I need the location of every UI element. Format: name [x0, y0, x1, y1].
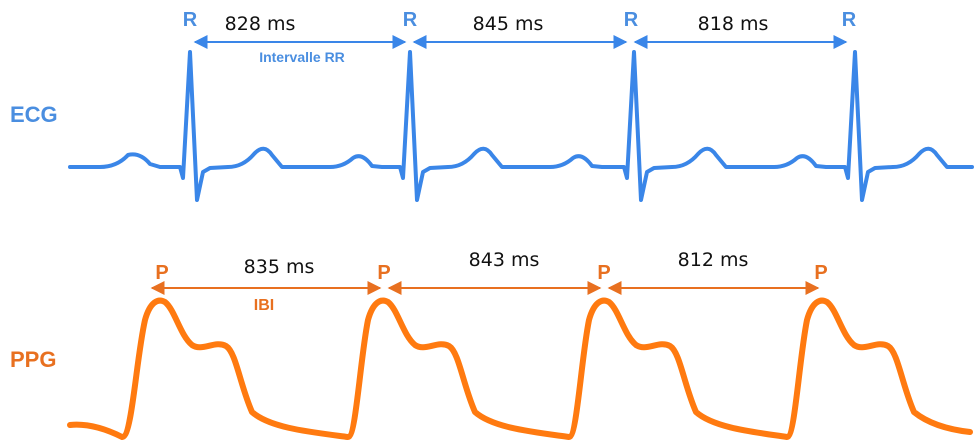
- ecg-interval-caption: Intervalle RR: [259, 49, 345, 65]
- ppg-peak-label: P: [597, 262, 610, 284]
- ecg-peak-label: R: [183, 9, 198, 31]
- ecg-peak-label: R: [842, 9, 857, 31]
- ecg-interval-value: 845 ms: [473, 13, 544, 35]
- ppg-interval-value: 843 ms: [469, 249, 540, 271]
- ppg-peak-label: P: [814, 262, 827, 284]
- ppg-peak-label: P: [377, 262, 390, 284]
- ecg-waveform: [68, 50, 974, 202]
- ppg-interval-value: 812 ms: [678, 249, 749, 271]
- ppg-interval-value: 835 ms: [244, 256, 315, 278]
- ecg-section: ECG R R R R 828 ms 845 ms 818 ms Interva…: [10, 9, 974, 202]
- ecg-interval-value: 828 ms: [225, 13, 296, 35]
- ppg-peak-label: P: [155, 262, 168, 284]
- ecg-interval-value: 818 ms: [698, 13, 769, 35]
- ppg-waveform: [67, 297, 973, 440]
- ppg-section: PPG P P P P 835 ms 843 ms 812 ms IBI: [10, 249, 973, 440]
- ecg-peak-label: R: [624, 9, 639, 31]
- ppg-interval-caption: IBI: [254, 297, 274, 314]
- ppg-label: PPG: [10, 347, 56, 372]
- ecg-label: ECG: [10, 102, 58, 127]
- ecg-peak-label: R: [403, 9, 418, 31]
